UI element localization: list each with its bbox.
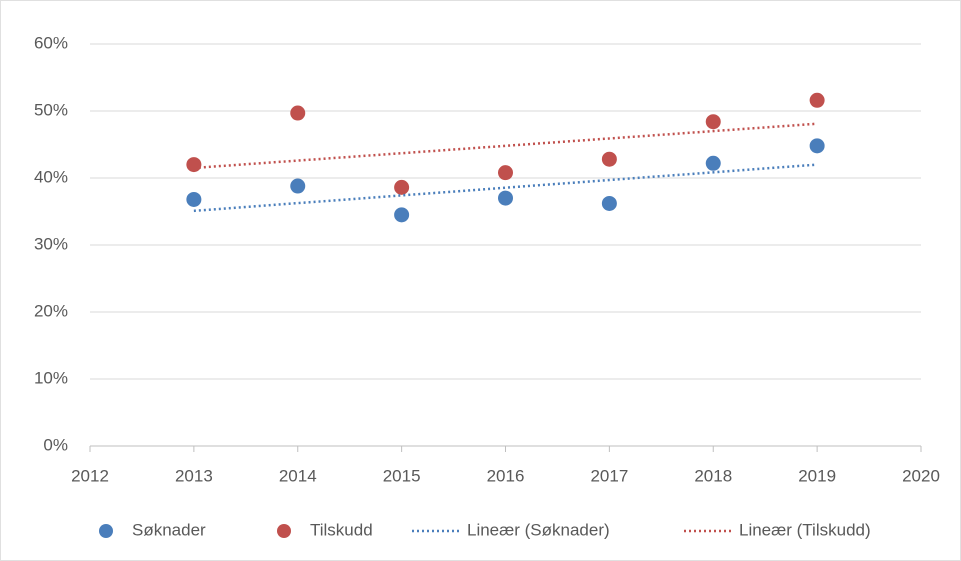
point bbox=[186, 157, 202, 173]
point bbox=[705, 155, 721, 171]
y-tick-label: 40% bbox=[34, 167, 68, 186]
point bbox=[186, 191, 202, 207]
trend-line bbox=[193, 163, 818, 213]
x-tick-label: 2018 bbox=[694, 466, 732, 485]
x-tick-label: 2019 bbox=[798, 466, 836, 485]
point bbox=[498, 190, 513, 206]
point bbox=[809, 92, 825, 108]
y-tick-label: 30% bbox=[34, 234, 68, 253]
legend-label: Tilskudd bbox=[310, 520, 373, 539]
point bbox=[498, 165, 513, 181]
legend-label: Lineær (Tilskudd) bbox=[739, 520, 871, 539]
point bbox=[394, 207, 410, 223]
x-tick-label: 2016 bbox=[487, 466, 525, 485]
legend-label: Søknader bbox=[132, 520, 206, 539]
x-tick-label: 2013 bbox=[175, 466, 213, 485]
point bbox=[601, 195, 617, 211]
point bbox=[601, 151, 617, 167]
point bbox=[394, 179, 410, 195]
point bbox=[705, 114, 721, 130]
point bbox=[290, 105, 306, 121]
x-tick-label: 2020 bbox=[902, 466, 940, 485]
x-tick-label: 2015 bbox=[383, 466, 421, 485]
legend-marker bbox=[99, 524, 113, 538]
x-tick-label: 2017 bbox=[590, 466, 628, 485]
legend-label: Lineær (Søknader) bbox=[467, 520, 610, 539]
x-tick-label: 2014 bbox=[279, 466, 317, 485]
legend-marker bbox=[277, 524, 291, 538]
y-tick-label: 50% bbox=[34, 100, 68, 119]
y-tick-label: 10% bbox=[34, 368, 68, 387]
y-tick-label: 20% bbox=[34, 301, 68, 320]
y-tick-label: 60% bbox=[34, 33, 68, 52]
point bbox=[290, 178, 306, 194]
trend-line bbox=[193, 122, 818, 170]
x-tick-label: 2012 bbox=[71, 466, 109, 485]
point bbox=[809, 138, 825, 154]
y-tick-label: 0% bbox=[43, 435, 68, 454]
